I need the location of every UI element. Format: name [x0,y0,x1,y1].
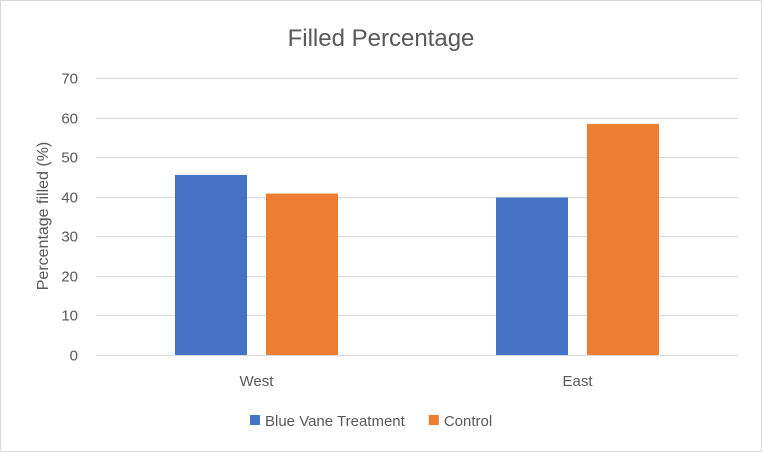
x-tick-label-west: West [240,373,275,390]
y-tick-label-50: 50 [61,150,78,167]
legend-swatch-control [428,415,439,425]
y-tick-label-10: 10 [61,308,78,325]
legend-label-control: Control [444,413,492,430]
bar-blue-vane-treatment-west [175,174,247,355]
legend: Blue Vane Treatment Control [250,413,492,430]
legend-label-blue-vane-treatment: Blue Vane Treatment [265,413,406,430]
y-tick-label-30: 30 [61,229,78,246]
y-tick-label-20: 20 [61,269,78,286]
bar-control-east [587,123,659,355]
bar-control-west [266,193,338,355]
legend-swatch-blue-vane-treatment [250,415,260,425]
y-tick-label-70: 70 [61,71,78,88]
y-tick-label-0: 0 [70,348,78,365]
x-axis-tick-labels: West East [240,373,594,390]
chart-title: Filled Percentage [288,25,475,52]
bars [175,123,659,355]
y-axis-title: Percentage filled (%) [35,142,52,291]
bar-blue-vane-treatment-east [496,197,568,355]
y-tick-label-60: 60 [61,111,78,128]
y-tick-label-40: 40 [61,190,78,207]
y-axis-tick-labels: 0 10 20 30 40 50 60 70 [61,71,78,365]
x-tick-label-east: East [562,373,593,390]
